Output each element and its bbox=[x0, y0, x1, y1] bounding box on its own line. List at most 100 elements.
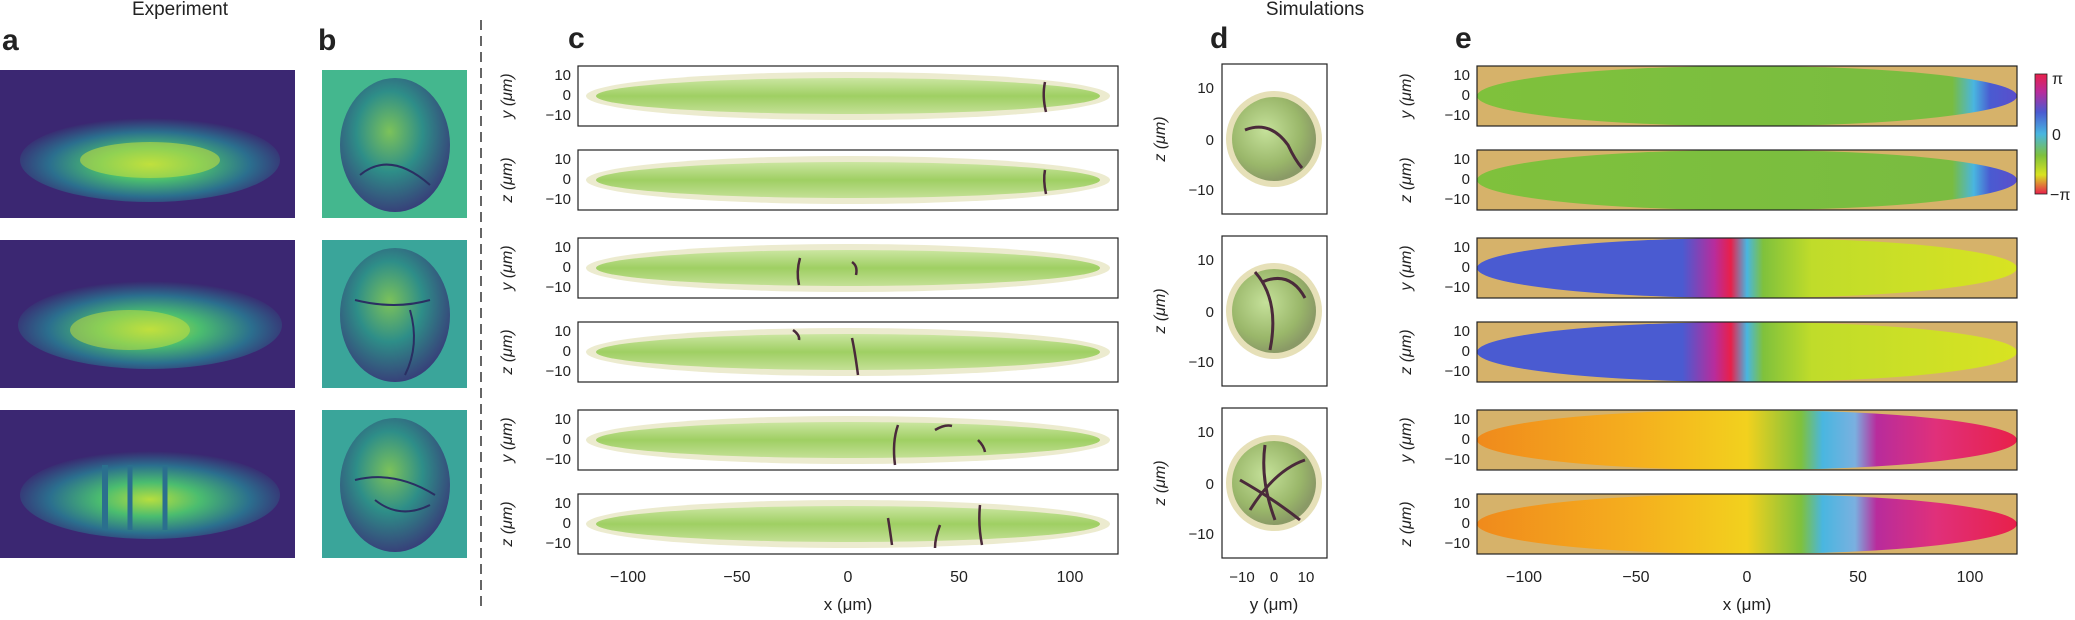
svg-text:10: 10 bbox=[1298, 569, 1315, 586]
svg-text:−10: −10 bbox=[1445, 535, 1470, 552]
svg-text:10: 10 bbox=[554, 495, 571, 512]
panel-e-yz-ticks: 10 0 −10 10 0 −10 10 0 −10 10 0 −10 10 0… bbox=[1445, 67, 1470, 552]
svg-text:−10: −10 bbox=[1229, 569, 1254, 586]
header-experiment: Experiment bbox=[132, 0, 229, 20]
svg-text:10: 10 bbox=[1453, 67, 1470, 84]
svg-text:−10: −10 bbox=[1189, 354, 1214, 371]
svg-text:50: 50 bbox=[1849, 569, 1867, 586]
panel-label-e: e bbox=[1455, 22, 1472, 55]
svg-text:−10: −10 bbox=[546, 363, 571, 380]
panel-label-b: b bbox=[318, 24, 336, 57]
svg-text:10: 10 bbox=[1453, 151, 1470, 168]
panel-c-x-label: x (μm) bbox=[824, 595, 873, 614]
panel-d-y-ticks: 10 0 −10 10 0 −10 10 0 −10 bbox=[1189, 80, 1214, 543]
vortex-line bbox=[796, 257, 802, 286]
panel-a bbox=[0, 70, 295, 558]
svg-text:0: 0 bbox=[1462, 431, 1470, 448]
svg-text:0: 0 bbox=[563, 515, 571, 532]
svg-text:0: 0 bbox=[1206, 304, 1214, 321]
svg-text:−50: −50 bbox=[1622, 569, 1649, 586]
panel-c-row-4 bbox=[577, 321, 1119, 383]
phase-colorbar: π 0 −π bbox=[2034, 71, 2070, 204]
panel-c-row-5 bbox=[577, 409, 1119, 471]
svg-text:0: 0 bbox=[1270, 569, 1278, 586]
svg-text:10: 10 bbox=[1197, 252, 1214, 269]
panel-c-row-label: y (μm) bbox=[499, 417, 516, 463]
panel-c-row-1 bbox=[577, 65, 1119, 127]
svg-text:y (μm): y (μm) bbox=[1398, 417, 1415, 463]
panel-e-x-ticks: −100 −50 0 50 100 bbox=[1506, 569, 1983, 586]
panel-d-x-label: y (μm) bbox=[1250, 595, 1299, 614]
svg-text:10: 10 bbox=[1197, 80, 1214, 97]
svg-text:10: 10 bbox=[1197, 424, 1214, 441]
panel-label-c: c bbox=[568, 22, 585, 55]
svg-text:0: 0 bbox=[1462, 87, 1470, 104]
panel-d-row-labels: z (μm) z (μm) z (μm) bbox=[1152, 116, 1169, 506]
svg-text:z (μm): z (μm) bbox=[1152, 288, 1169, 334]
panel-b-image-2 bbox=[322, 240, 467, 388]
vortex-line bbox=[1042, 169, 1048, 195]
svg-text:−10: −10 bbox=[546, 191, 571, 208]
svg-text:−10: −10 bbox=[1189, 182, 1214, 199]
svg-text:−50: −50 bbox=[723, 569, 750, 586]
panel-e-row-6 bbox=[1476, 493, 2018, 555]
panel-c-row-label: z (μm) bbox=[499, 329, 516, 375]
panel-e-row-1 bbox=[1476, 65, 2018, 127]
svg-text:100: 100 bbox=[1957, 569, 1984, 586]
vortex-line bbox=[850, 337, 860, 376]
panel-label-d: d bbox=[1210, 22, 1228, 55]
svg-text:10: 10 bbox=[1453, 323, 1470, 340]
panel-c-row-labels: y (μm) z (μm) y (μm) z (μm) y (μm) z (μm… bbox=[499, 73, 516, 547]
vortex-line bbox=[934, 424, 953, 432]
svg-text:0: 0 bbox=[1206, 476, 1214, 493]
svg-text:10: 10 bbox=[554, 67, 571, 84]
panel-d-x-ticks: −10 0 10 bbox=[1229, 569, 1314, 586]
colorbar-bottom-label: −π bbox=[2050, 187, 2070, 204]
vortex-line bbox=[851, 260, 858, 276]
panel-c-row-label: y (μm) bbox=[499, 245, 516, 291]
svg-text:−10: −10 bbox=[546, 451, 571, 468]
svg-text:10: 10 bbox=[554, 239, 571, 256]
svg-text:−10: −10 bbox=[546, 279, 571, 296]
panel-b-image-3 bbox=[322, 410, 467, 558]
svg-text:−10: −10 bbox=[1189, 526, 1214, 543]
panel-c-row-label: y (μm) bbox=[499, 73, 516, 119]
panel-a-image-3 bbox=[0, 410, 295, 558]
svg-text:−10: −10 bbox=[1445, 451, 1470, 468]
svg-text:−10: −10 bbox=[546, 535, 571, 552]
svg-text:y (μm): y (μm) bbox=[1398, 73, 1415, 119]
svg-text:0: 0 bbox=[563, 259, 571, 276]
panel-c-row-label: z (μm) bbox=[499, 157, 516, 203]
panel-a-image-1 bbox=[0, 70, 295, 218]
vortex-line bbox=[977, 439, 987, 453]
panel-c: 10 0 −10 10 0 −10 10 0 −10 10 0 −10 10 0… bbox=[499, 65, 1119, 614]
svg-text:y (μm): y (μm) bbox=[1398, 245, 1415, 291]
vortex-line bbox=[933, 524, 942, 549]
panel-label-a: a bbox=[2, 24, 19, 57]
panel-d: 10 0 −10 10 0 −10 10 0 −10 z (μm) z (μm)… bbox=[1152, 63, 1328, 614]
svg-text:z (μm): z (μm) bbox=[1152, 460, 1169, 506]
svg-text:100: 100 bbox=[1057, 569, 1084, 586]
svg-text:10: 10 bbox=[554, 323, 571, 340]
svg-text:z (μm): z (μm) bbox=[1398, 157, 1415, 203]
svg-text:0: 0 bbox=[1743, 569, 1752, 586]
panel-e: 10 0 −10 10 0 −10 10 0 −10 10 0 −10 10 0… bbox=[1398, 65, 2070, 614]
panel-c-row-3 bbox=[577, 237, 1119, 299]
svg-text:−10: −10 bbox=[1445, 191, 1470, 208]
panel-b-image-1 bbox=[322, 70, 467, 218]
svg-text:10: 10 bbox=[554, 411, 571, 428]
panel-c-row-6 bbox=[577, 493, 1119, 555]
panel-e-row-4 bbox=[1476, 321, 2018, 383]
panel-e-row-3 bbox=[1476, 237, 2018, 299]
vortex-line bbox=[1042, 81, 1048, 113]
panel-e-x-label: x (μm) bbox=[1723, 595, 1772, 614]
svg-text:−10: −10 bbox=[546, 107, 571, 124]
svg-text:0: 0 bbox=[1462, 515, 1470, 532]
panel-e-row-2 bbox=[1476, 149, 2018, 211]
panel-e-row-5 bbox=[1476, 409, 2018, 471]
vortex-line bbox=[792, 328, 801, 341]
svg-text:10: 10 bbox=[1453, 495, 1470, 512]
svg-text:10: 10 bbox=[1453, 411, 1470, 428]
vortex-line bbox=[978, 504, 984, 546]
svg-text:0: 0 bbox=[1462, 259, 1470, 276]
